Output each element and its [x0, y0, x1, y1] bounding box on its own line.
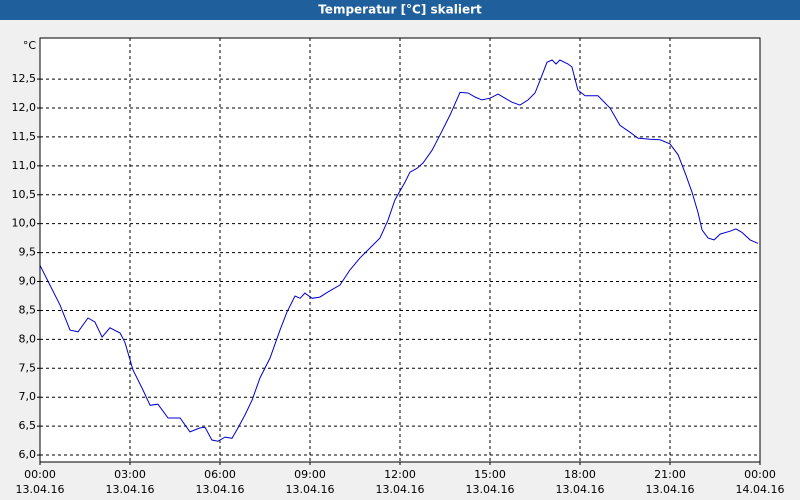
x-tick-date: 13.04.16	[106, 483, 155, 496]
x-tick-date: 13.04.16	[196, 483, 245, 496]
chart-title: Temperatur [°C] skaliert	[318, 3, 482, 17]
x-tick-label: 00:00	[744, 468, 776, 481]
y-tick-label: 12,5	[12, 72, 37, 85]
x-tick-label: 09:00	[294, 468, 326, 481]
temperature-line	[39, 59, 759, 442]
x-tick-date: 13.04.16	[556, 483, 605, 496]
y-tick-label: 10,0	[12, 217, 37, 230]
y-tick-label: 8,0	[19, 332, 37, 345]
x-tick-label: 00:00	[24, 468, 56, 481]
y-tick-label: 6,5	[19, 419, 37, 432]
x-tick-label: 12:00	[384, 468, 416, 481]
x-tick-date: 13.04.16	[16, 483, 65, 496]
y-tick-label: 11,0	[12, 159, 37, 172]
y-tick-label: 8,5	[19, 303, 37, 316]
y-tick-label: 7,5	[19, 361, 37, 374]
x-tick-label: 18:00	[564, 468, 596, 481]
x-tick-date: 13.04.16	[376, 483, 425, 496]
y-tick-label: 9,5	[19, 246, 37, 259]
x-tick-date: 13.04.16	[286, 483, 335, 496]
y-tick-label: 10,5	[12, 188, 37, 201]
y-tick-label: 6,0	[19, 448, 37, 461]
x-tick-label: 06:00	[204, 468, 236, 481]
plot-border	[39, 37, 761, 463]
x-tick-date: 13.04.16	[646, 483, 695, 496]
x-tick-label: 21:00	[654, 468, 686, 481]
y-tick-label: 12,0	[12, 101, 37, 114]
y-tick-label: 9,0	[19, 275, 37, 288]
y-tick-label: 11,5	[12, 130, 37, 143]
x-tick-label: 03:00	[114, 468, 146, 481]
x-tick-date: 13.04.16	[466, 483, 515, 496]
y-unit: °C	[23, 39, 37, 52]
x-tick-date: 14.04.16	[736, 483, 785, 496]
y-tick-label: 7,0	[19, 390, 37, 403]
title-bar	[0, 0, 800, 20]
x-tick-label: 15:00	[474, 468, 506, 481]
